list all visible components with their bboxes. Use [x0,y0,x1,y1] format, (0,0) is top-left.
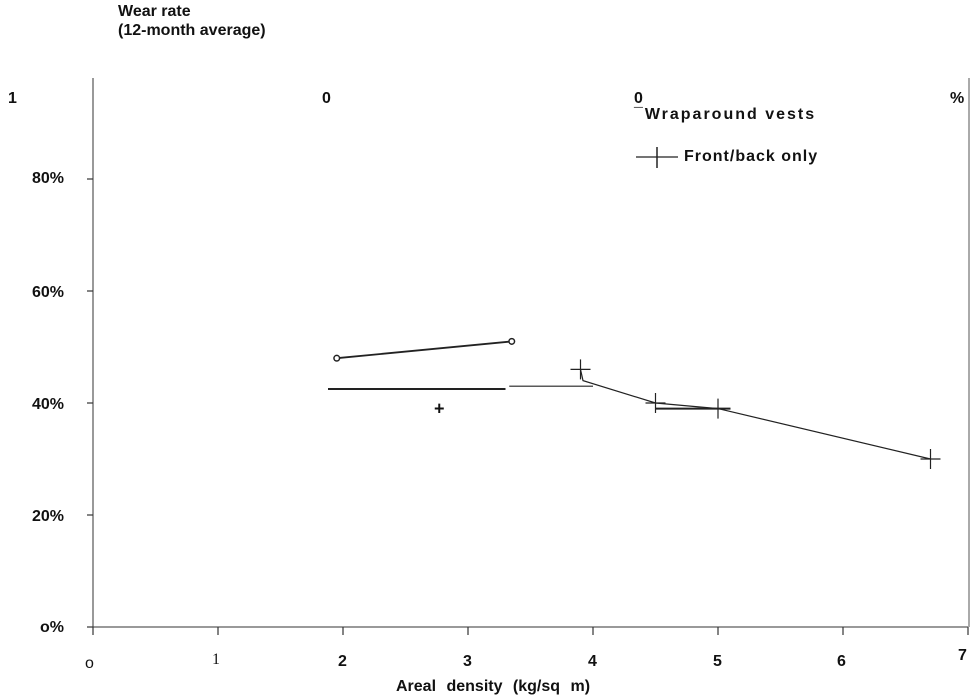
y-tick-20: 20% [32,508,65,525]
y-axis-title-line-2: (12-month average) [118,22,266,39]
y-tick-40: 40% [32,396,65,413]
series-1-point-0 [570,359,591,380]
legend-label-wraparound: Wraparound vests [644,106,817,123]
x-tick-3: 3 [463,653,472,670]
x-tick-5: 5 [713,653,722,670]
top-label-1: 1 [8,90,17,107]
legend-entry-frontback: Front/back only [634,146,954,170]
legend-label-frontback: Front/back only [684,148,819,165]
x-tick-4: 4 [588,653,597,670]
series-1-point-3 [708,398,728,419]
y-tick-80: 80% [32,170,65,187]
x-tick-7: 7 [958,647,967,664]
top-label-3: 0 [634,90,643,107]
series-1-point-2 [645,393,666,413]
y-axis-title: Wear rate (12-month average) [118,2,266,40]
x-tick-2: 2 [338,653,347,670]
x-tick-1: 1 [212,651,220,668]
legend-entry-wraparound: ¯Wraparound vests [634,106,816,124]
x-tick-0: o [85,655,94,672]
x-axis-title: Areal density (kg/sq m) [396,678,591,695]
y-axis-title-line-1: Wear rate [118,3,191,20]
y-tick-60: 60% [32,284,65,301]
series-line-1 [579,369,931,460]
y-tick-0: o% [40,619,64,636]
x-tick-6: 6 [837,653,846,670]
series-1-point-4 [920,449,941,469]
top-label-2: 0 [322,90,331,107]
annotation-marker-3: + [434,399,445,419]
series-0-point-1 [508,337,516,345]
series-line-0 [336,340,512,360]
legend: ¯Wraparound vests Front/back only [634,106,954,176]
top-label-4: % [950,90,965,107]
series-0-point-0 [333,354,341,362]
legend-plus-line-icon [636,147,678,168]
legend-dash-icon: ¯ [634,106,645,123]
